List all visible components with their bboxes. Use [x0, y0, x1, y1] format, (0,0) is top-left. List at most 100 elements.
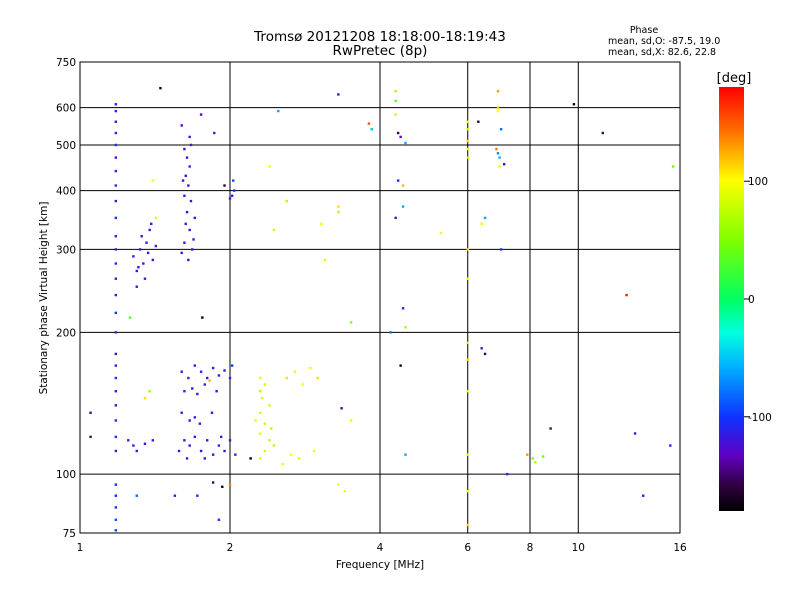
- data-point: [114, 390, 118, 393]
- data-point: [642, 494, 645, 497]
- x-tick-label: 8: [527, 542, 534, 554]
- x-tick-label: 4: [377, 542, 384, 554]
- data-point: [213, 131, 216, 135]
- data-point: [340, 407, 343, 410]
- y-tick-label: 600: [56, 103, 76, 115]
- data-point: [135, 494, 138, 497]
- data-point: [183, 439, 186, 442]
- data-point: [143, 396, 147, 400]
- data-point: [259, 376, 262, 380]
- data-point: [466, 358, 469, 361]
- data-point: [193, 364, 197, 367]
- data-point: [211, 481, 215, 484]
- data-point: [249, 457, 252, 460]
- data-point: [193, 435, 197, 439]
- data-point: [211, 453, 215, 456]
- data-point: [114, 506, 118, 509]
- chart-subtitle: RwPretec (8p): [333, 43, 428, 59]
- data-point: [217, 518, 221, 521]
- data-point: [534, 461, 537, 464]
- phase-box-line1: mean, sd,O: -87.5, 19.0: [608, 36, 720, 47]
- data-point: [228, 439, 232, 442]
- data-point: [337, 483, 340, 486]
- data-point: [268, 165, 271, 168]
- data-point: [114, 156, 118, 159]
- x-axis-ticks: 1 2 4 6 8 10 16: [77, 542, 687, 554]
- data-point: [633, 432, 637, 435]
- data-point: [572, 103, 576, 106]
- data-point: [496, 109, 500, 113]
- data-point: [498, 165, 501, 168]
- colorbar-ticks: 100 0 -100: [744, 176, 772, 424]
- data-point: [114, 293, 118, 297]
- data-point: [230, 194, 234, 197]
- data-point: [466, 139, 469, 143]
- data-point: [114, 518, 118, 521]
- y-axis-ticks: 75 100 200 300 400 500 600 750: [56, 57, 76, 540]
- data-point: [180, 411, 183, 414]
- data-point: [272, 228, 276, 232]
- data-point: [188, 228, 191, 232]
- data-point: [135, 285, 138, 288]
- chart-title: Tromsø 20121208 18:18:00-18:19:43: [253, 29, 506, 45]
- data-point: [183, 241, 186, 244]
- data-point: [268, 404, 271, 407]
- data-point: [349, 419, 353, 422]
- data-point: [217, 374, 221, 377]
- data-point: [259, 432, 262, 435]
- data-point: [263, 449, 267, 453]
- data-point: [223, 184, 226, 187]
- data-point: [293, 370, 297, 373]
- data-point: [185, 156, 189, 159]
- data-point: [127, 439, 130, 442]
- x-axis-label: Frequency [MHz]: [336, 559, 424, 571]
- data-point: [191, 387, 194, 390]
- data-point: [184, 222, 187, 226]
- grid-lines: [80, 62, 680, 533]
- data-point: [260, 396, 264, 400]
- data-point: [483, 352, 487, 356]
- data-point: [188, 165, 191, 168]
- data-point: [466, 277, 469, 280]
- data-point: [132, 255, 135, 258]
- data-point: [114, 120, 118, 123]
- data-point: [466, 523, 469, 527]
- data-point: [114, 419, 118, 422]
- data-point: [211, 366, 215, 370]
- y-tick-label: 75: [63, 528, 76, 540]
- x-tick-label: 10: [572, 542, 585, 554]
- data-point: [177, 449, 181, 453]
- data-point: [114, 216, 118, 220]
- data-point: [466, 453, 469, 456]
- data-points: [89, 86, 675, 532]
- data-point: [495, 147, 498, 151]
- data-point: [114, 184, 118, 187]
- data-point: [496, 152, 500, 155]
- data-point: [185, 457, 189, 460]
- data-point: [132, 444, 135, 447]
- data-point: [154, 216, 158, 220]
- data-point: [466, 248, 469, 251]
- data-point: [270, 427, 273, 430]
- data-point: [401, 184, 405, 187]
- data-point: [277, 109, 280, 113]
- data-point: [396, 179, 400, 182]
- data-point: [404, 141, 407, 145]
- data-point: [159, 86, 162, 90]
- data-point: [198, 422, 202, 425]
- data-point: [189, 143, 193, 147]
- data-point: [193, 216, 197, 220]
- data-point: [541, 455, 545, 458]
- data-point: [114, 169, 118, 173]
- data-point: [234, 453, 237, 456]
- data-point: [145, 241, 148, 244]
- data-point: [272, 444, 276, 447]
- data-point: [230, 364, 234, 367]
- data-point: [128, 316, 132, 319]
- data-point: [394, 99, 397, 103]
- x-tick-label: 16: [673, 542, 687, 554]
- data-point: [114, 449, 118, 453]
- data-point: [499, 127, 503, 131]
- data-point: [187, 184, 190, 187]
